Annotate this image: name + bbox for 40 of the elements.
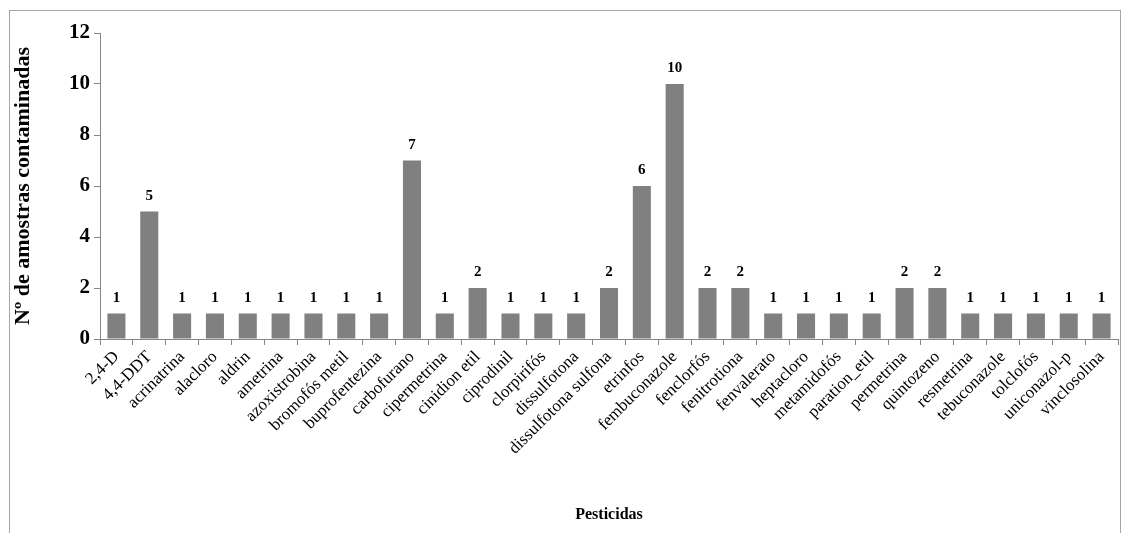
data-label: 1 bbox=[309, 288, 318, 305]
data-label: 2 bbox=[703, 263, 712, 280]
data-label: 1 bbox=[835, 288, 843, 305]
data-label: 1 bbox=[112, 288, 121, 305]
data-label: 1 bbox=[539, 288, 548, 305]
data-label: 1 bbox=[1097, 288, 1106, 305]
data-label: 1 bbox=[966, 288, 974, 305]
data-label: 1 bbox=[506, 288, 515, 305]
data-label: 5 bbox=[145, 186, 154, 203]
data-label: 7 bbox=[408, 135, 417, 152]
data-label: 1 bbox=[178, 288, 186, 305]
y-tick-label: 10 bbox=[69, 70, 90, 95]
data-label: 1 bbox=[244, 288, 252, 305]
data-label: 1 bbox=[572, 288, 580, 305]
y-axis-title: Nº de amostras contaminadas bbox=[8, 46, 34, 325]
data-label: 1 bbox=[342, 288, 351, 305]
y-tick-label: 8 bbox=[79, 121, 90, 146]
x-axis-title: Pesticidas bbox=[575, 504, 643, 522]
data-label: 2 bbox=[736, 263, 745, 280]
y-tick-label: 12 bbox=[69, 19, 90, 44]
data-label: 6 bbox=[638, 161, 647, 178]
y-tick-label: 2 bbox=[79, 274, 90, 299]
data-label: 10 bbox=[667, 59, 683, 76]
data-label: 1 bbox=[276, 288, 285, 305]
data-label: 2 bbox=[605, 263, 613, 280]
data-label: 1 bbox=[867, 288, 876, 305]
data-label: 1 bbox=[441, 288, 449, 305]
data-label: 2 bbox=[933, 263, 942, 280]
y-tick-label: 6 bbox=[79, 172, 90, 197]
data-label: 2 bbox=[900, 263, 909, 280]
y-tick-label: 0 bbox=[79, 325, 90, 350]
data-label: 1 bbox=[769, 288, 777, 305]
data-label: 1 bbox=[1032, 288, 1040, 305]
data-label: 2 bbox=[473, 263, 482, 280]
y-tick-label: 4 bbox=[79, 223, 91, 248]
data-label: 1 bbox=[375, 288, 383, 305]
data-label: 1 bbox=[802, 288, 810, 305]
data-label: 1 bbox=[999, 288, 1007, 305]
data-label: 1 bbox=[1064, 288, 1073, 305]
data-label: 1 bbox=[211, 288, 219, 305]
